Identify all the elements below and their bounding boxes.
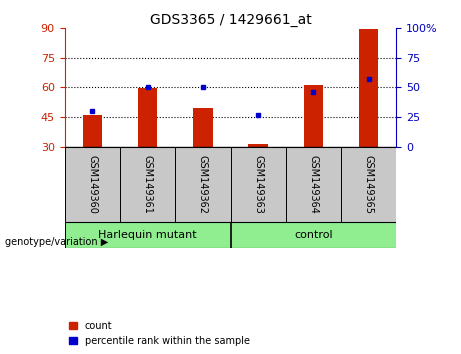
Bar <box>248 144 268 147</box>
Bar <box>193 108 213 147</box>
Bar <box>304 85 323 147</box>
Text: GSM149365: GSM149365 <box>364 155 374 214</box>
Text: Harlequin mutant: Harlequin mutant <box>98 230 197 240</box>
Text: GSM149364: GSM149364 <box>308 155 319 214</box>
Bar <box>359 29 378 147</box>
Legend: count, percentile rank within the sample: count, percentile rank within the sample <box>70 321 250 346</box>
Text: control: control <box>294 230 333 240</box>
Bar <box>138 88 157 147</box>
Text: GSM149363: GSM149363 <box>253 155 263 214</box>
Text: GSM149361: GSM149361 <box>142 155 153 214</box>
Text: genotype/variation ▶: genotype/variation ▶ <box>5 238 108 247</box>
Title: GDS3365 / 1429661_at: GDS3365 / 1429661_at <box>150 13 311 27</box>
Text: GSM149360: GSM149360 <box>87 155 97 214</box>
Bar <box>83 115 102 147</box>
Text: GSM149362: GSM149362 <box>198 155 208 214</box>
